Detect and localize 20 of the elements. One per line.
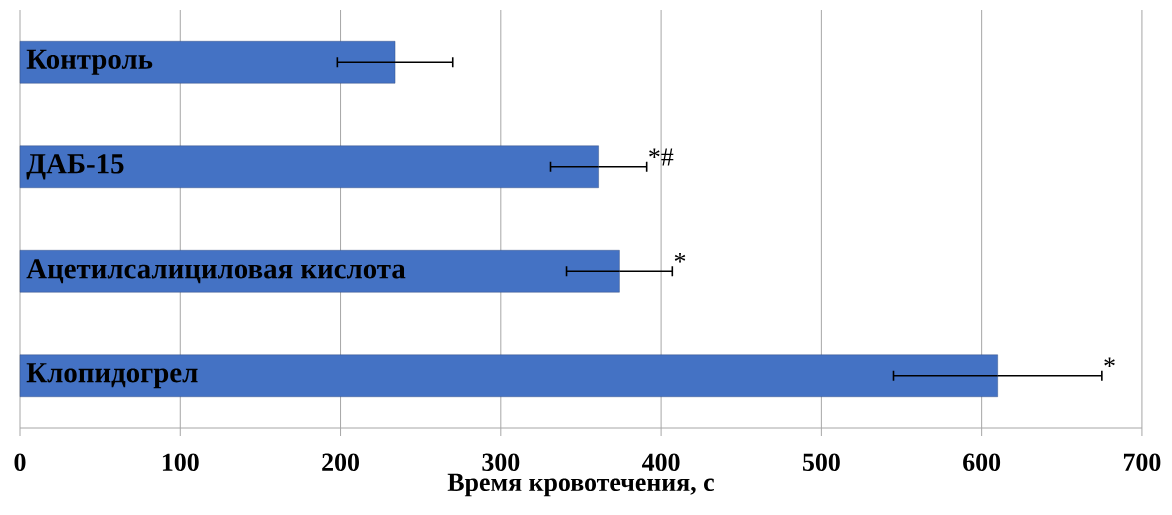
bar [19,41,396,84]
x-axis-title: Время кровотечения, с [447,473,714,497]
y-tick-label: Контроль [26,49,153,75]
bar [19,145,599,188]
x-tick-label: 700 [1123,453,1161,471]
x-tick-label: 0 [14,453,26,471]
bar [19,250,620,293]
x-tick-label: 400 [642,453,680,471]
annotation: *# [649,148,674,166]
bar [19,354,998,397]
annotation: * [1104,357,1115,368]
x-tick-label: 300 [482,453,520,471]
y-tick-label: ДАБ-15 [26,154,124,180]
y-tick-label: Ацетилсалициловая кислота [26,259,406,284]
annotation: * [674,253,686,263]
y-tick-label: Клопидогрел [26,363,198,389]
x-tick-label: 500 [802,453,840,471]
x-tick-label: 200 [322,453,359,471]
x-tick-label: 100 [162,453,199,471]
x-tick-label: 600 [963,453,1001,471]
